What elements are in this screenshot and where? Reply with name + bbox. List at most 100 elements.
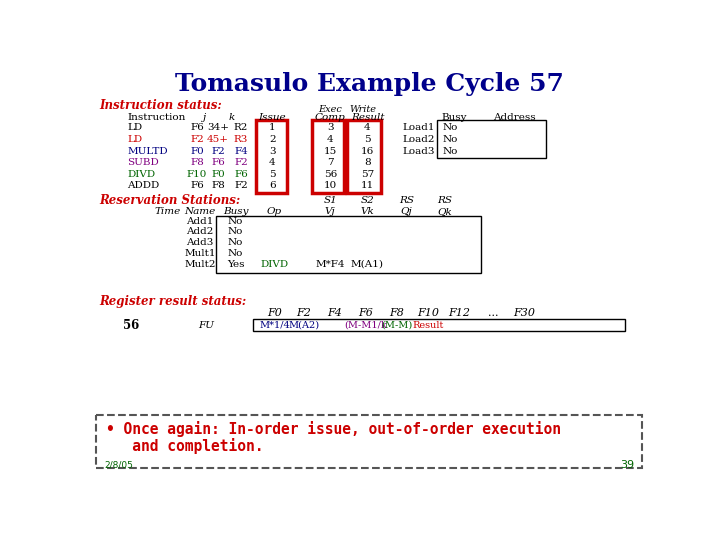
Text: S1: S1	[323, 196, 337, 205]
Text: Name: Name	[184, 207, 216, 215]
Bar	[96, 415, 642, 468]
Text: Yes: Yes	[227, 260, 245, 269]
Text: 5: 5	[269, 170, 276, 179]
Text: No: No	[443, 124, 458, 132]
Text: F30: F30	[513, 308, 535, 318]
Text: F8: F8	[190, 158, 204, 167]
Text: Add3: Add3	[186, 238, 214, 247]
Text: RS: RS	[438, 196, 452, 205]
Text: Instruction status:: Instruction status:	[99, 99, 222, 112]
Text: F8: F8	[390, 308, 405, 318]
Text: F10: F10	[417, 308, 439, 318]
Text: and completion.: and completion.	[106, 438, 263, 454]
Text: 2/8/05: 2/8/05	[104, 461, 132, 470]
Text: Vj: Vj	[325, 207, 336, 215]
Text: F4: F4	[328, 308, 342, 318]
Text: RS: RS	[399, 196, 414, 205]
Text: 6: 6	[269, 181, 276, 190]
Text: R2: R2	[234, 124, 248, 132]
Text: 15: 15	[323, 146, 337, 156]
Text: Write: Write	[349, 105, 377, 114]
Bar	[347, 120, 382, 193]
Text: k: k	[229, 113, 235, 122]
Text: F2: F2	[190, 135, 204, 144]
Bar	[437, 120, 546, 158]
Text: Instruction: Instruction	[127, 113, 186, 122]
Text: Add2: Add2	[186, 227, 214, 237]
Text: Tomasulo Example Cycle 57: Tomasulo Example Cycle 57	[174, 72, 564, 96]
Text: Qj: Qj	[400, 207, 412, 215]
Text: 39: 39	[620, 460, 634, 470]
Text: M*F4: M*F4	[315, 260, 345, 269]
Text: Load3: Load3	[402, 146, 435, 156]
Text: ADDD: ADDD	[127, 181, 159, 190]
Text: Reservation Stations:: Reservation Stations:	[99, 194, 240, 207]
Text: 45+: 45+	[207, 135, 229, 144]
Text: 11: 11	[361, 181, 374, 190]
Text: F2: F2	[297, 308, 311, 318]
Text: Vk: Vk	[361, 207, 374, 215]
Text: 4: 4	[327, 135, 333, 144]
Text: Comp: Comp	[315, 113, 346, 122]
Text: DIVD: DIVD	[127, 170, 156, 179]
Text: Qk: Qk	[438, 207, 452, 215]
Text: SUBD: SUBD	[127, 158, 159, 167]
Bar	[256, 120, 287, 193]
Text: No: No	[228, 217, 243, 226]
Text: F6: F6	[211, 158, 225, 167]
Text: No: No	[228, 238, 243, 247]
Text: 16: 16	[361, 146, 374, 156]
Text: Result: Result	[413, 321, 444, 329]
Text: 56: 56	[122, 319, 139, 332]
Text: 5: 5	[364, 135, 371, 144]
Text: Address: Address	[493, 113, 536, 122]
Text: F2: F2	[234, 181, 248, 190]
Text: Mult2: Mult2	[184, 260, 216, 269]
Text: 10: 10	[323, 181, 337, 190]
Bar	[253, 319, 625, 331]
Text: Issue: Issue	[258, 113, 286, 122]
Text: Busy: Busy	[441, 113, 467, 122]
Text: 2: 2	[269, 135, 276, 144]
Text: • Once again: In-order issue, out-of-order execution: • Once again: In-order issue, out-of-ord…	[106, 421, 560, 437]
Text: F0: F0	[211, 170, 225, 179]
Text: F2: F2	[234, 158, 248, 167]
Text: Load1: Load1	[402, 124, 435, 132]
Text: S2: S2	[361, 196, 374, 205]
Text: R3: R3	[234, 135, 248, 144]
Text: No: No	[443, 135, 458, 144]
Text: M(A2): M(A2)	[288, 321, 320, 329]
Text: F0: F0	[190, 146, 204, 156]
Text: 3: 3	[269, 146, 276, 156]
Text: F6: F6	[190, 181, 204, 190]
Text: Add1: Add1	[186, 217, 214, 226]
Text: LD: LD	[127, 135, 143, 144]
Text: LD: LD	[127, 124, 143, 132]
Text: F12: F12	[448, 308, 470, 318]
Text: 7: 7	[327, 158, 333, 167]
Text: Time: Time	[154, 207, 181, 215]
Text: No: No	[228, 227, 243, 237]
Text: Op: Op	[267, 207, 282, 215]
Text: F8: F8	[211, 181, 225, 190]
Text: No: No	[228, 249, 243, 258]
Text: MULTD: MULTD	[127, 146, 168, 156]
Text: 8: 8	[364, 158, 371, 167]
Text: M(A1): M(A1)	[351, 260, 384, 269]
Text: j: j	[203, 113, 207, 122]
Text: 34+: 34+	[207, 124, 229, 132]
Text: F0: F0	[267, 308, 282, 318]
Text: Result: Result	[351, 113, 384, 122]
Text: 56: 56	[323, 170, 337, 179]
Text: Load2: Load2	[402, 135, 435, 144]
Text: F6: F6	[234, 170, 248, 179]
Text: F4: F4	[234, 146, 248, 156]
Text: (M-M1/k: (M-M1/k	[345, 321, 387, 329]
Text: F6: F6	[359, 308, 374, 318]
Text: 4: 4	[269, 158, 276, 167]
Text: F6: F6	[190, 124, 204, 132]
Text: Exec: Exec	[318, 105, 342, 114]
Text: Register result status:: Register result status:	[99, 295, 246, 308]
Text: ...: ...	[487, 308, 498, 318]
Bar	[215, 215, 481, 273]
